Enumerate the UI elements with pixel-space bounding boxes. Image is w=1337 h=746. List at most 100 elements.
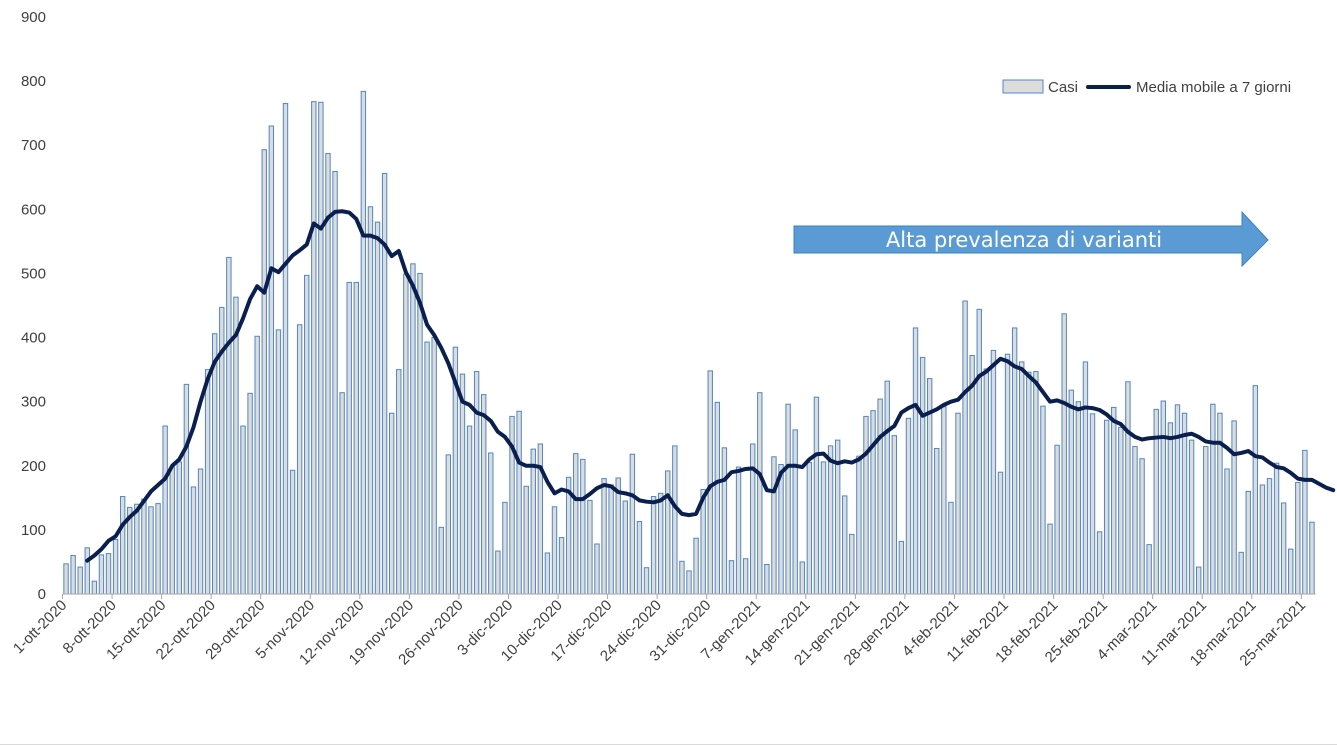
bar <box>84 547 90 595</box>
variants-arrow-icon <box>793 210 1269 268</box>
bar <box>629 453 636 595</box>
bar <box>141 498 147 595</box>
bar <box>1139 458 1145 595</box>
bar <box>381 172 388 595</box>
bar <box>374 221 381 595</box>
bar <box>636 521 643 595</box>
bar <box>1203 446 1209 595</box>
bar <box>112 539 119 595</box>
bar <box>1174 404 1181 595</box>
bar <box>997 471 1004 595</box>
bar <box>778 464 784 595</box>
bar <box>431 337 437 595</box>
bar <box>304 274 310 595</box>
bar <box>849 533 855 595</box>
bar <box>495 550 501 595</box>
bar <box>764 564 770 595</box>
bar <box>1288 548 1294 595</box>
bar <box>558 537 565 595</box>
bar <box>1309 521 1315 595</box>
bar <box>162 425 168 595</box>
bar <box>962 300 968 595</box>
bar <box>643 567 650 595</box>
bar <box>990 349 997 595</box>
bar <box>601 478 607 595</box>
bar <box>799 561 805 595</box>
bar <box>459 373 466 595</box>
bar <box>1068 389 1074 595</box>
bar <box>1167 422 1174 595</box>
bar <box>254 335 260 595</box>
bar <box>1252 385 1259 595</box>
y-tick-label: 600 <box>21 201 46 218</box>
bar <box>226 256 232 595</box>
bar <box>119 496 126 595</box>
y-tick-label: 200 <box>21 458 46 475</box>
bar <box>1196 566 1202 595</box>
bar <box>1238 551 1244 595</box>
bar <box>1019 361 1025 595</box>
bar <box>438 526 444 595</box>
bar <box>1302 449 1308 595</box>
legend-bar-swatch <box>1002 79 1044 94</box>
bar <box>1146 544 1152 595</box>
y-tick-label: 300 <box>21 394 46 411</box>
bar <box>502 501 508 595</box>
bar <box>912 327 919 595</box>
bar <box>1245 490 1251 595</box>
bar <box>573 453 579 595</box>
bar <box>884 380 890 595</box>
legend-label-media-mobile: Media mobile a 7 giorni <box>1136 79 1291 96</box>
bar <box>332 171 338 595</box>
bar <box>169 466 175 595</box>
bar <box>742 558 749 595</box>
bar <box>714 401 721 595</box>
y-axis: 0 100 200 300 400 500 600 700 800 900 <box>21 9 46 603</box>
bar <box>551 506 558 595</box>
bar <box>63 563 69 595</box>
bar <box>212 333 218 595</box>
bar <box>318 101 324 595</box>
bar <box>1026 371 1032 595</box>
bar <box>1061 313 1067 595</box>
bar <box>296 324 303 595</box>
bar <box>1118 426 1124 595</box>
bar <box>594 543 600 595</box>
bar <box>247 392 253 595</box>
bar <box>608 484 614 595</box>
bar <box>339 392 345 595</box>
bar <box>481 394 487 595</box>
bar <box>268 125 275 595</box>
bar <box>190 486 197 595</box>
y-tick-label: 0 <box>38 586 46 603</box>
bar <box>424 341 430 595</box>
bar <box>721 447 728 595</box>
bar <box>473 371 480 595</box>
bar <box>70 555 76 595</box>
bar <box>891 435 897 595</box>
bar <box>134 503 140 595</box>
bar <box>615 477 621 595</box>
bar <box>820 461 827 595</box>
bar <box>1103 419 1110 595</box>
bar <box>1040 405 1046 595</box>
y-tick-label: 400 <box>21 330 46 347</box>
bar <box>870 410 876 595</box>
bar <box>1089 413 1096 595</box>
bar <box>1160 400 1166 595</box>
bar <box>792 429 798 595</box>
bar <box>827 445 834 595</box>
bar <box>1181 412 1188 595</box>
bar <box>466 425 473 595</box>
moving-average-line <box>85 209 1336 563</box>
bar <box>1259 484 1266 595</box>
bar <box>806 462 813 595</box>
bar <box>417 272 423 595</box>
bar <box>1280 502 1287 595</box>
bar <box>1033 371 1039 595</box>
bar <box>1096 531 1103 595</box>
bar <box>91 580 98 595</box>
bar <box>1047 523 1053 595</box>
bar <box>856 455 862 595</box>
bar <box>1295 481 1301 595</box>
